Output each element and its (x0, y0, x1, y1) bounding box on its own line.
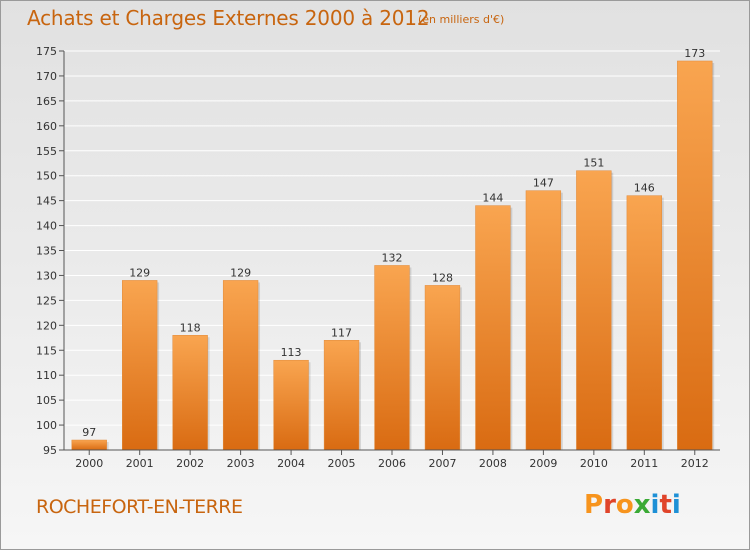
bar-2005[interactable] (323, 340, 360, 451)
y-tick-label: 145 (36, 195, 57, 208)
y-tick-label: 170 (36, 70, 57, 83)
y-tick-label: 155 (36, 145, 57, 158)
data-label: 173 (684, 47, 705, 60)
data-label: 128 (432, 271, 453, 284)
x-tick-label: 2003 (227, 457, 255, 470)
y-tick-label: 130 (36, 269, 57, 282)
y-tick-label: 120 (36, 319, 57, 332)
bar-2012[interactable] (677, 60, 713, 451)
chart-title: Achats et Charges Externes 2000 à 2012 (27, 6, 430, 30)
x-tick-label: 2005 (328, 457, 356, 470)
x-tick-label: 2006 (378, 457, 406, 470)
logo-letter: i (671, 490, 681, 520)
data-label: 117 (331, 326, 352, 339)
x-tick-label: 2010 (580, 457, 608, 470)
bar-2011[interactable] (626, 195, 662, 451)
data-label: 97 (82, 426, 96, 439)
y-tick-label: 160 (36, 120, 57, 133)
data-label: 151 (583, 157, 604, 170)
x-tick-label: 2009 (529, 457, 557, 470)
x-tick-label: 2008 (479, 457, 507, 470)
y-tick-label: 135 (36, 245, 57, 258)
logo-letter: r (603, 490, 616, 520)
chart-unit: (en milliers d'€) (418, 13, 505, 26)
data-label: 146 (634, 182, 655, 195)
data-label: 132 (382, 251, 403, 264)
data-label: 147 (533, 177, 554, 190)
y-tick-label: 140 (36, 220, 57, 233)
y-tick-label: 105 (36, 394, 57, 407)
y-tick-label: 165 (36, 95, 57, 108)
bar-2007[interactable] (424, 285, 461, 451)
x-tick-label: 2001 (126, 457, 154, 470)
bars: 97 129 118 129 113 117 132 128 144 147 151 146 173 (71, 47, 715, 451)
y-tick-label: 110 (36, 369, 57, 382)
logo-letter: i (650, 490, 660, 520)
logo-letter: t (659, 490, 672, 520)
bar-2002[interactable] (172, 335, 208, 451)
x-tick-label: 2000 (75, 457, 103, 470)
x-tick-label: 2011 (630, 457, 658, 470)
y-tick-label: 100 (36, 419, 57, 432)
y-tick-label: 125 (36, 294, 57, 307)
bar-2001[interactable] (122, 280, 158, 451)
y-tick-label: 175 (36, 45, 57, 58)
logo-letter: o (615, 490, 634, 520)
town-name: ROCHEFORT-EN-TERRE (36, 496, 243, 518)
data-label: 129 (129, 266, 150, 279)
data-label: 144 (482, 192, 503, 205)
data-label: 113 (281, 346, 302, 359)
y-tick-label: 150 (36, 170, 57, 183)
x-tick-label: 2007 (428, 457, 456, 470)
proxiti-logo[interactable]: Proxiti (584, 490, 681, 520)
data-label: 118 (180, 321, 201, 334)
bar-2004[interactable] (273, 359, 309, 451)
logo-letter: P (584, 490, 604, 520)
bar-2000[interactable] (71, 439, 107, 451)
bar-2009[interactable] (525, 190, 562, 451)
bar-2006[interactable] (374, 265, 410, 451)
bar-2008[interactable] (475, 205, 511, 451)
logo-letter: x (633, 490, 651, 520)
x-tick-label: 2012 (681, 457, 709, 470)
data-label: 129 (230, 266, 251, 279)
x-tick-label: 2002 (176, 457, 204, 470)
bar-2010[interactable] (576, 170, 612, 451)
axes: 95 100 105 110 115 120 125 130 135 140 145 150 155 16… (36, 45, 720, 470)
bar-2003[interactable] (222, 280, 259, 451)
x-tick-label: 2004 (277, 457, 305, 470)
y-tick-label: 115 (36, 344, 57, 357)
y-tick-label: 95 (43, 444, 57, 457)
